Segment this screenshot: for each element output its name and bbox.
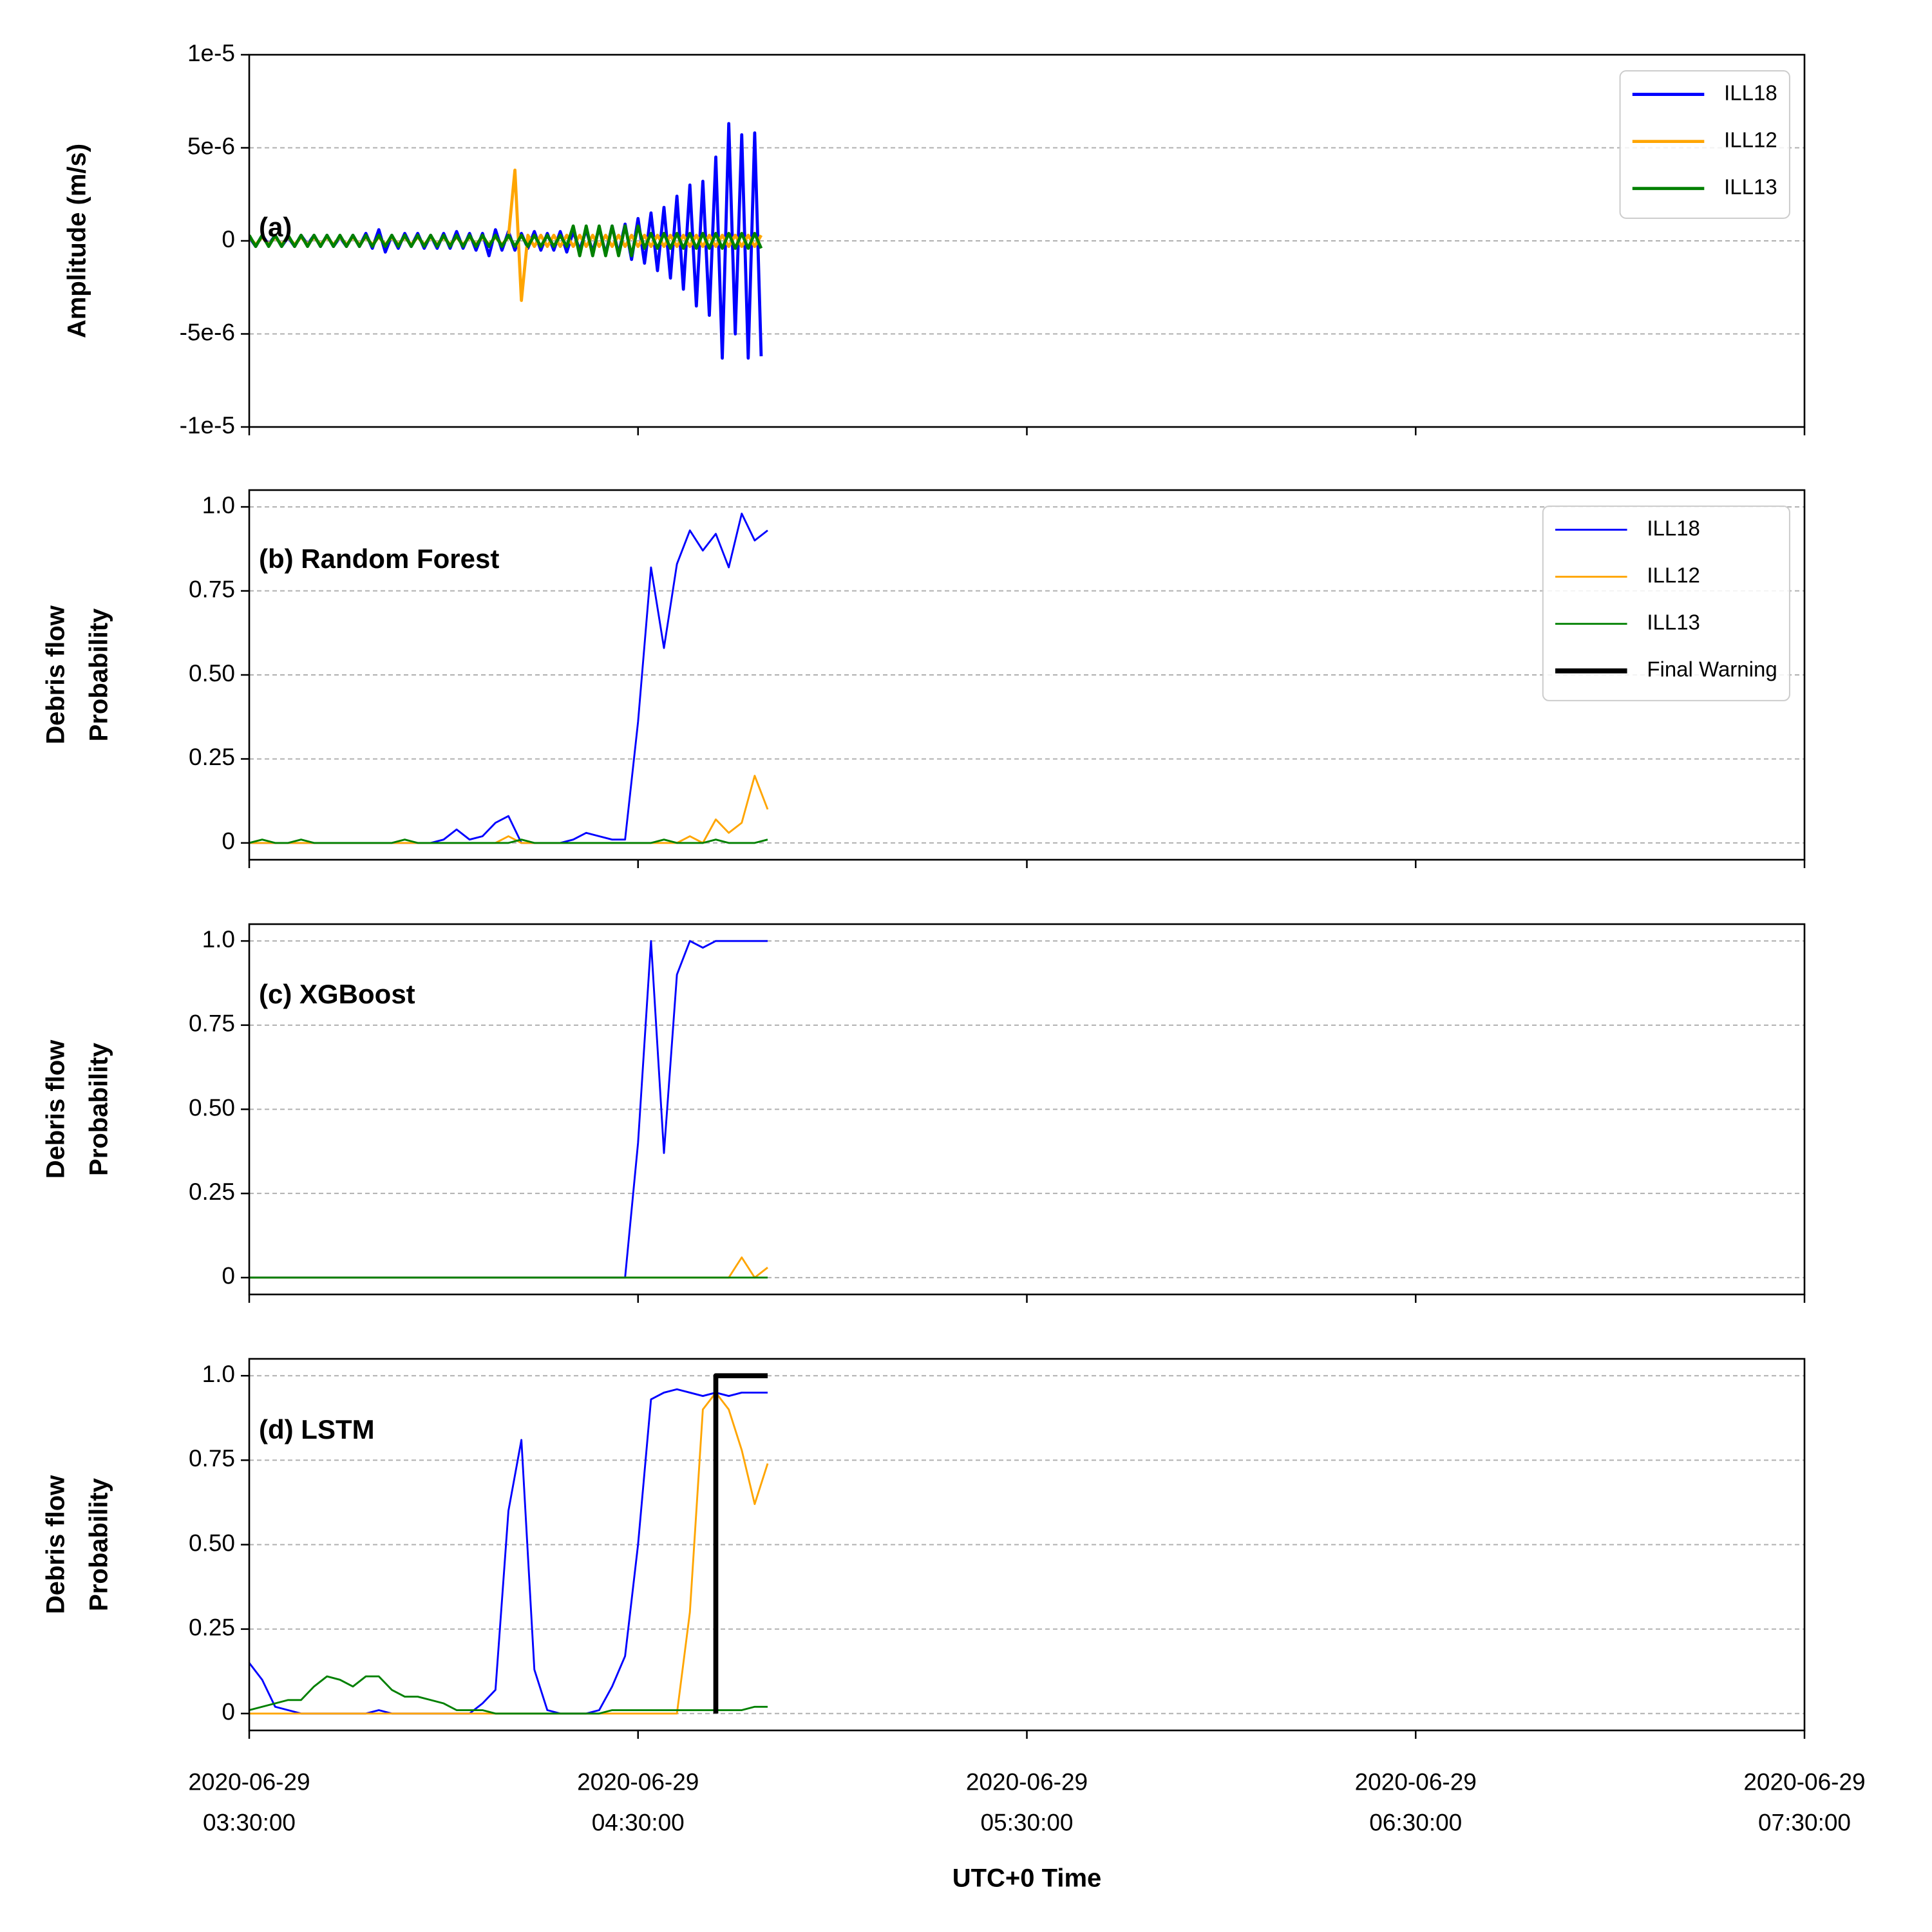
- plot-frame: [248, 53, 1806, 428]
- text-line: Probability: [84, 1042, 113, 1175]
- legend-label: ILL13: [1647, 610, 1700, 634]
- plot-frame: [248, 1358, 1806, 1732]
- y-tick-label: 0.75: [189, 1010, 235, 1037]
- y-tick-label: 0: [222, 226, 235, 252]
- x-tick-label: 2020-06-29 07:30:00: [1743, 1768, 1865, 1835]
- panel-label: (d) LSTM: [259, 1414, 375, 1444]
- text-line: Probability: [84, 1477, 113, 1611]
- y-tick-label: 1.0: [202, 1361, 235, 1387]
- y-tick-label: 0.75: [189, 1445, 235, 1472]
- y-tick-label: 0.50: [189, 1530, 235, 1556]
- panel-label: (a): [259, 212, 292, 242]
- series-line: [249, 838, 768, 844]
- y-tick-label: 5e-6: [187, 133, 235, 159]
- y-tick-label: -5e-6: [180, 319, 235, 345]
- text-line: 05:30:00: [980, 1809, 1073, 1835]
- text-line: 04:30:00: [592, 1809, 685, 1835]
- panel-label: (b) Random Forest: [259, 544, 499, 574]
- y-tick-label: 0.25: [189, 1614, 235, 1640]
- text-line: Probability: [84, 608, 113, 741]
- text-line: 2020-06-29: [966, 1768, 1088, 1795]
- panel-label: (c) XGBoost: [259, 979, 415, 1009]
- text-line: 03:30:00: [203, 1809, 296, 1835]
- text-line: 07:30:00: [1758, 1809, 1851, 1835]
- x-axis-label: UTC+0 Time: [952, 1864, 1102, 1893]
- y-tick-label: 1e-5: [187, 40, 235, 66]
- y-tick-label: 0.50: [189, 660, 235, 687]
- y-tick-label: 1.0: [202, 492, 235, 518]
- y-tick-label: 0.25: [189, 744, 235, 770]
- legend-label: ILL18: [1724, 80, 1777, 104]
- y-tick-label: 0.50: [189, 1094, 235, 1121]
- text-line: Debris flow: [41, 1039, 70, 1179]
- legend-label: ILL12: [1724, 128, 1777, 151]
- x-tick-label: 2020-06-29 04:30:00: [577, 1768, 699, 1835]
- text-line: 2020-06-29: [577, 1768, 699, 1795]
- y-tick-label: 1.0: [202, 926, 235, 952]
- legend-label: ILL18: [1647, 516, 1700, 540]
- legend: ILL18 ILL12 ILL13: [1619, 70, 1790, 219]
- text-line: 2020-06-29: [1355, 1768, 1477, 1795]
- text-line: Debris flow: [41, 605, 70, 744]
- series-line: [249, 1675, 768, 1715]
- y-axis-label: Debris flow Probability: [41, 605, 113, 744]
- y-tick-label: 0: [222, 828, 235, 855]
- text-line: 2020-06-29: [188, 1768, 310, 1795]
- legend: ILL18 ILL12 ILL13 Final Warning: [1542, 506, 1790, 701]
- text-line: 06:30:00: [1369, 1809, 1462, 1835]
- plot-frame: [248, 489, 1806, 861]
- series-line: [713, 1373, 768, 1714]
- x-tick-label: 2020-06-29 05:30:00: [966, 1768, 1088, 1835]
- y-axis-label: Amplitude (m/s): [63, 144, 91, 338]
- y-tick-label: 0.25: [189, 1179, 235, 1205]
- legend-label: ILL13: [1724, 175, 1777, 198]
- y-axis-label: Debris flow Probability: [41, 1039, 113, 1179]
- legend-box: [1619, 70, 1790, 219]
- text-line: 2020-06-29: [1743, 1768, 1865, 1795]
- y-tick-label: -1e-5: [180, 412, 235, 439]
- y-tick-label: 0.75: [189, 576, 235, 602]
- plot-frame: [248, 923, 1806, 1296]
- series-line: [249, 224, 763, 258]
- legend-box: [1542, 506, 1790, 701]
- x-tick-label: 2020-06-29 06:30:00: [1355, 1768, 1477, 1835]
- text-line: Debris flow: [41, 1475, 70, 1614]
- legend-label: Final Warning: [1647, 657, 1777, 681]
- y-tick-label: 0: [222, 1699, 235, 1725]
- legend-label: ILL12: [1647, 563, 1700, 587]
- y-tick-label: 0: [222, 1263, 235, 1289]
- y-axis-label: Debris flow Probability: [41, 1475, 113, 1614]
- x-tick-label: 2020-06-29 03:30:00: [188, 1768, 310, 1835]
